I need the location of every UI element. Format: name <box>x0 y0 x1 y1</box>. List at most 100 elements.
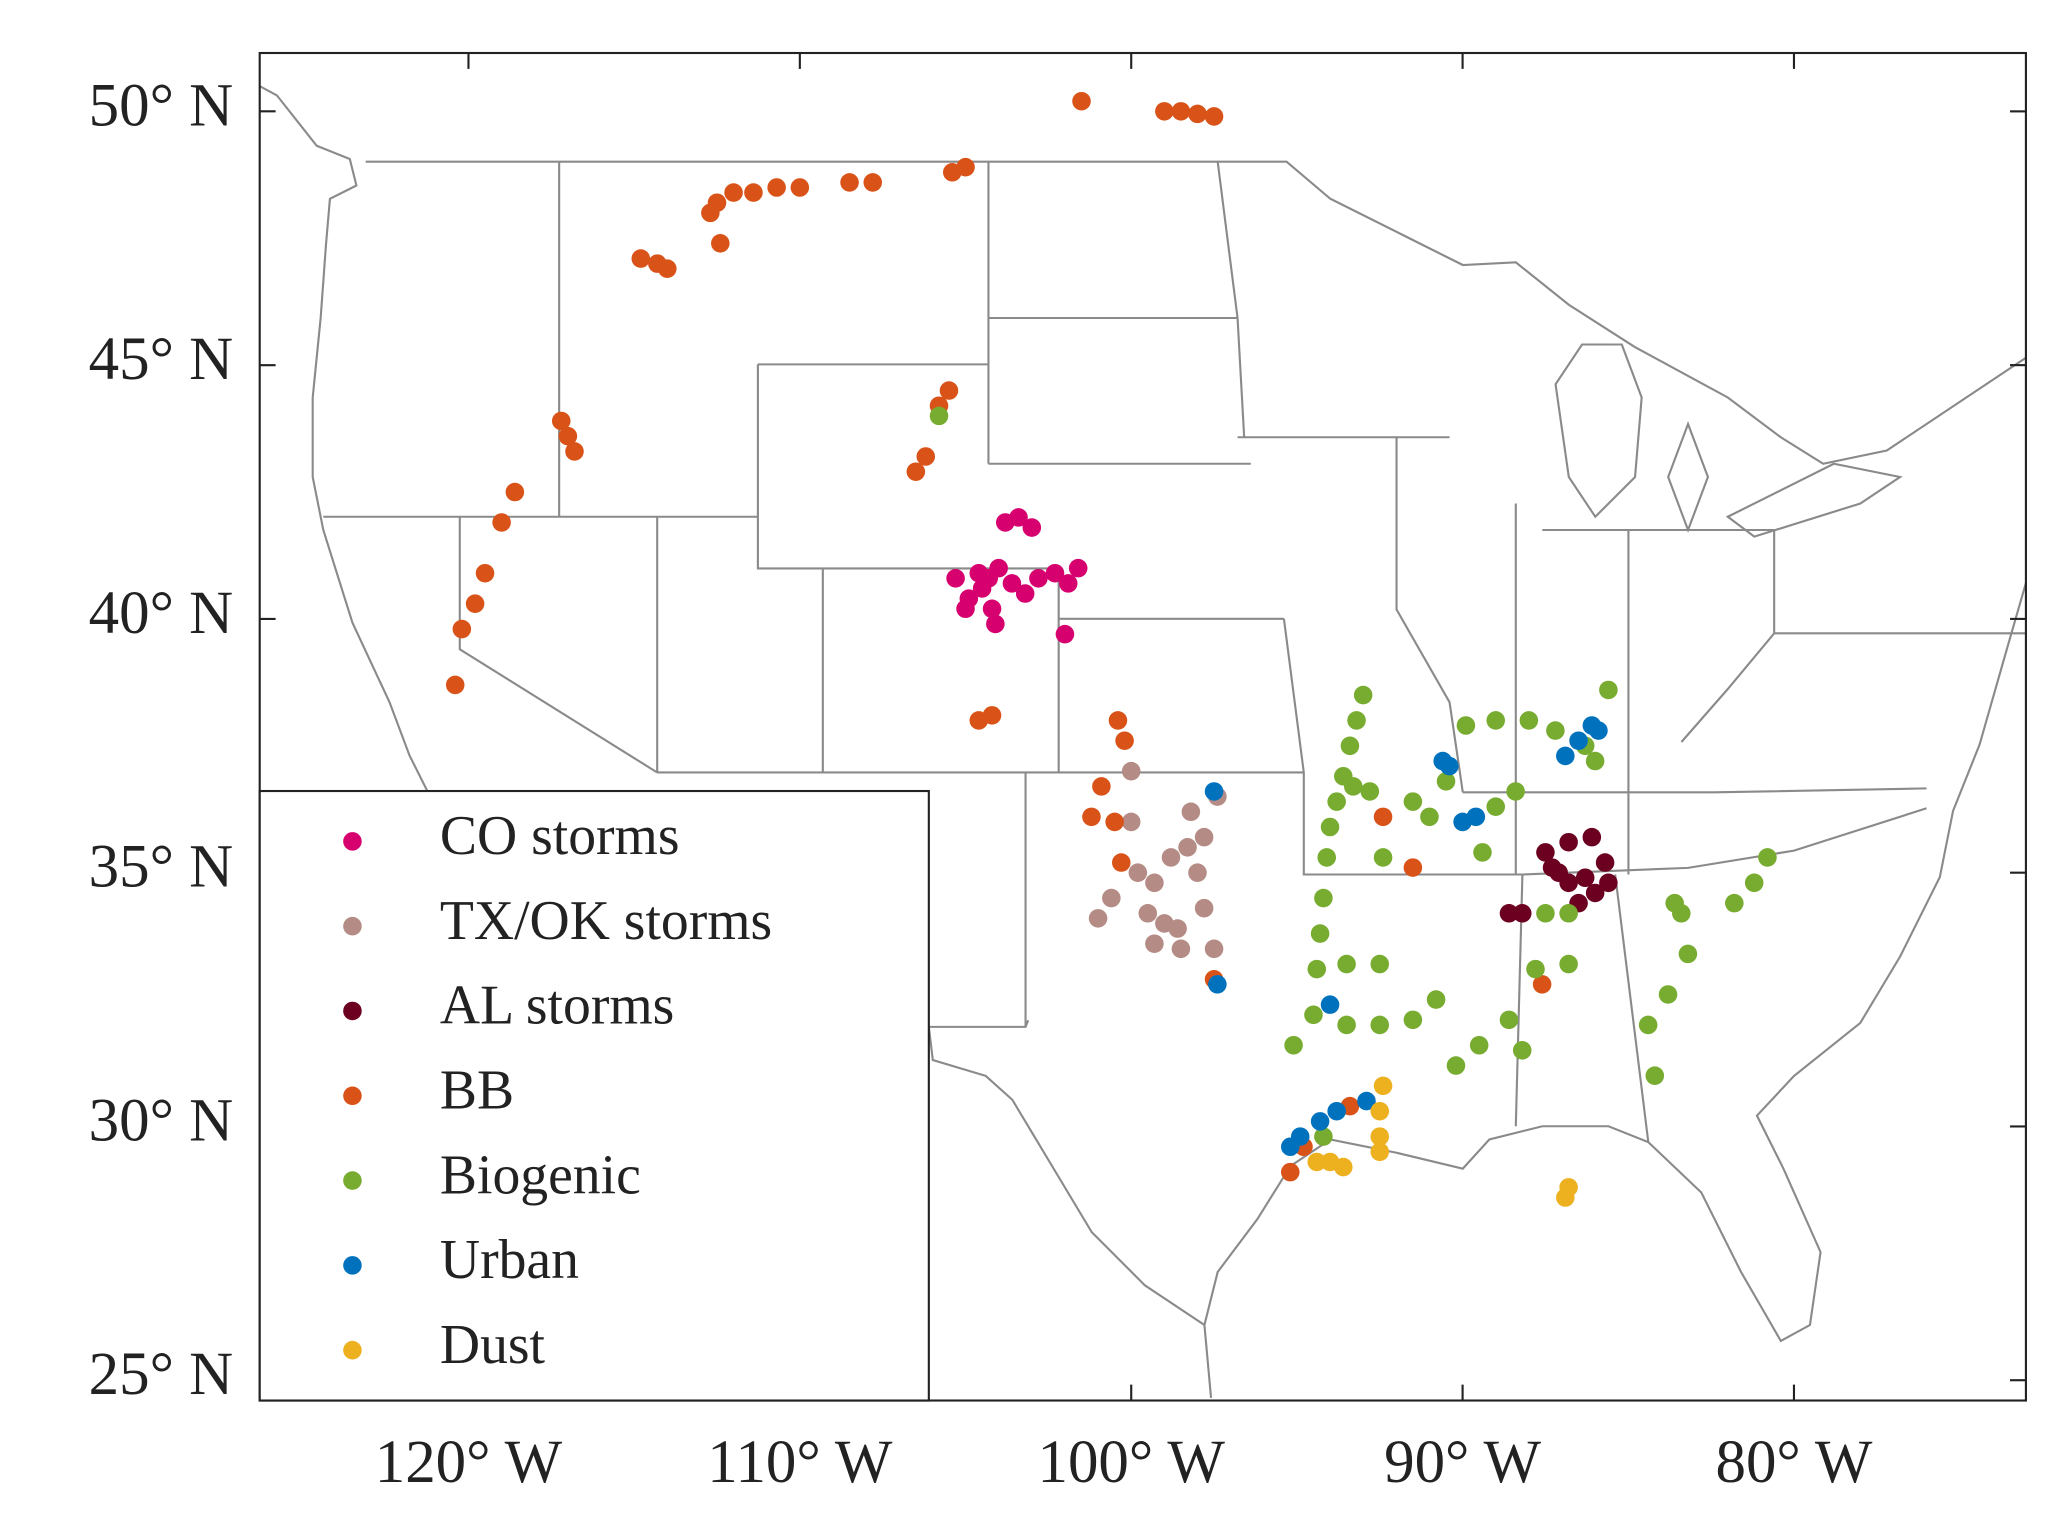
data-point <box>1373 1076 1393 1096</box>
data-point <box>1556 746 1575 766</box>
points <box>445 91 1777 1207</box>
data-point <box>1204 939 1224 959</box>
data-point <box>1320 995 1340 1014</box>
data-point <box>1108 711 1128 730</box>
data-point <box>1204 107 1224 126</box>
data-point <box>1638 1015 1658 1035</box>
data-point <box>1317 848 1337 867</box>
data-point <box>1469 1035 1489 1055</box>
data-point <box>969 711 989 730</box>
data-point <box>1499 1010 1519 1030</box>
data-point <box>445 675 465 695</box>
data-point <box>701 203 720 223</box>
data-point <box>1599 873 1618 893</box>
data-point <box>1015 584 1035 603</box>
data-point <box>1370 1015 1390 1035</box>
data-point <box>1758 848 1777 867</box>
data-point <box>1357 1091 1376 1111</box>
data-point <box>1161 848 1181 867</box>
data-point <box>1307 1152 1327 1172</box>
legend-marker <box>343 916 362 936</box>
data-point <box>1284 1035 1303 1055</box>
data-point <box>1536 843 1555 862</box>
y-tick-label: 50° N <box>89 72 234 139</box>
x-tick-label: 110° W <box>707 1429 893 1496</box>
data-point <box>1138 904 1158 923</box>
data-point <box>1456 716 1476 735</box>
data-point <box>1105 812 1124 832</box>
data-point <box>1526 959 1545 979</box>
data-point <box>1373 807 1393 827</box>
data-point <box>1370 1127 1390 1146</box>
data-point <box>1589 721 1608 740</box>
legend-marker <box>343 1086 362 1106</box>
data-point <box>1320 817 1340 837</box>
data-point <box>1310 924 1330 943</box>
data-point <box>790 178 810 197</box>
data-point <box>1290 1127 1310 1146</box>
legend-label: Dust <box>440 1314 546 1376</box>
data-point <box>1115 731 1134 750</box>
data-point <box>1569 731 1588 750</box>
legend-label: TX/OK storms <box>440 890 772 952</box>
data-point <box>1082 807 1101 827</box>
data-point <box>906 462 926 481</box>
data-point <box>1599 680 1618 700</box>
data-point <box>551 411 571 431</box>
y-tick-label: 40° N <box>89 580 234 647</box>
data-point <box>863 173 883 192</box>
data-point <box>1559 954 1578 974</box>
data-point <box>1178 838 1197 857</box>
data-point <box>1575 868 1595 888</box>
data-point <box>1121 812 1141 832</box>
data-point <box>658 259 677 278</box>
data-point <box>1403 1010 1423 1030</box>
data-point <box>1181 802 1201 822</box>
data-point <box>1304 1005 1323 1025</box>
data-point <box>1678 944 1698 964</box>
state-lines <box>323 161 2026 1143</box>
data-point <box>1559 1178 1578 1197</box>
legend: CO storms TX/OK storms AL storms BB Biogenic… <box>258 789 930 1402</box>
data-point <box>1744 873 1764 893</box>
data-point <box>1370 954 1390 974</box>
data-point <box>1370 1142 1390 1162</box>
data-point <box>986 614 1005 634</box>
data-point <box>1403 792 1423 811</box>
data-point <box>1009 508 1028 527</box>
data-point <box>1088 909 1108 928</box>
data-point <box>1725 893 1744 913</box>
data-point <box>1029 569 1048 588</box>
data-point <box>1208 975 1227 994</box>
data-point <box>1585 751 1605 771</box>
data-point <box>711 234 730 253</box>
data-point <box>1045 563 1065 583</box>
legend-marker <box>343 1001 362 1021</box>
x-tick-label: 90° W <box>1384 1429 1541 1496</box>
map-outline <box>259 85 2027 1398</box>
data-point <box>1314 1127 1333 1146</box>
data-point <box>1058 574 1078 593</box>
border-north <box>365 160 2027 465</box>
legend-label: AL storms <box>440 975 674 1037</box>
data-point <box>1353 685 1373 705</box>
data-point <box>452 619 472 639</box>
data-point <box>1022 518 1042 537</box>
legend-label: Biogenic <box>440 1144 641 1206</box>
data-point <box>1595 853 1615 872</box>
data-point <box>1347 711 1366 730</box>
data-point <box>1194 827 1214 847</box>
data-point <box>1512 1041 1532 1060</box>
y-tick-label: 30° N <box>89 1087 234 1154</box>
great-lakes <box>1554 343 1903 538</box>
data-point <box>1466 807 1486 827</box>
data-point <box>1436 772 1456 791</box>
data-point <box>1542 858 1562 877</box>
data-point <box>1280 1162 1300 1182</box>
data-point <box>1155 914 1174 933</box>
y-tick-label: 25° N <box>89 1341 234 1408</box>
data-point <box>1672 904 1691 923</box>
data-point <box>1334 1157 1353 1177</box>
